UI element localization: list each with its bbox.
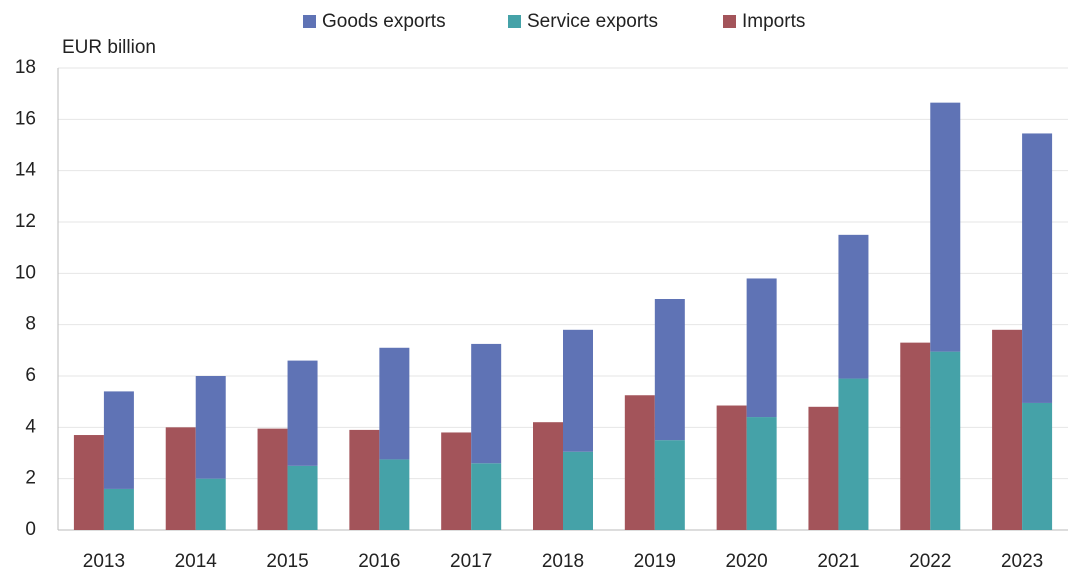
bar xyxy=(471,463,502,530)
bar xyxy=(563,451,593,530)
x-tick-label: 2020 xyxy=(725,551,767,572)
y-axis-label: EUR billion xyxy=(62,37,156,58)
bar xyxy=(257,428,288,530)
bar xyxy=(654,440,685,530)
legend-swatch xyxy=(508,15,521,28)
bar xyxy=(563,329,593,452)
x-tick-label: 2022 xyxy=(909,551,951,572)
bar xyxy=(349,429,380,530)
legend-swatch xyxy=(303,15,316,28)
y-tick-label: 6 xyxy=(25,365,36,386)
legend-label: Service exports xyxy=(527,11,658,32)
bar xyxy=(838,234,869,379)
x-tick-label: 2019 xyxy=(634,551,676,572)
bar xyxy=(195,478,226,530)
x-tick-label: 2018 xyxy=(542,551,584,572)
bar xyxy=(287,465,318,530)
y-tick-label: 14 xyxy=(15,160,37,181)
bar xyxy=(441,432,472,530)
bar xyxy=(930,102,961,352)
x-tick-label: 2021 xyxy=(817,551,859,572)
legend-label: Imports xyxy=(742,11,805,32)
x-tick-label: 2014 xyxy=(175,551,218,572)
y-tick-label: 10 xyxy=(15,262,36,283)
bar xyxy=(73,435,104,530)
bar xyxy=(533,422,563,530)
y-tick-label: 18 xyxy=(15,57,36,78)
bar xyxy=(1022,402,1053,530)
bar xyxy=(838,378,869,530)
y-tick-label: 0 xyxy=(25,519,36,540)
bar xyxy=(900,342,931,530)
bar xyxy=(992,329,1023,530)
bar xyxy=(746,417,777,530)
x-tick-label: 2013 xyxy=(83,551,125,572)
bar xyxy=(379,459,410,530)
bar xyxy=(103,488,134,530)
bar xyxy=(287,360,318,466)
y-tick-label: 12 xyxy=(15,211,36,232)
y-tick-label: 16 xyxy=(15,108,36,129)
x-tick-label: 2023 xyxy=(1001,551,1043,572)
bar xyxy=(654,299,685,441)
bar xyxy=(930,351,961,530)
bar xyxy=(624,395,655,530)
bar xyxy=(1022,133,1053,403)
bar xyxy=(808,406,839,530)
x-tick-label: 2015 xyxy=(266,551,308,572)
bar xyxy=(195,376,226,479)
legend-swatch xyxy=(723,15,736,28)
x-tick-label: 2016 xyxy=(358,551,400,572)
bar xyxy=(471,343,502,464)
legend-label: Goods exports xyxy=(322,11,446,32)
y-tick-label: 4 xyxy=(25,416,36,437)
y-tick-label: 2 xyxy=(25,468,36,489)
bar xyxy=(716,405,747,530)
bar xyxy=(103,391,134,489)
x-tick-label: 2017 xyxy=(450,551,492,572)
bar xyxy=(379,347,410,460)
y-tick-label: 8 xyxy=(25,314,36,335)
bar xyxy=(746,278,777,418)
bar xyxy=(165,427,196,530)
